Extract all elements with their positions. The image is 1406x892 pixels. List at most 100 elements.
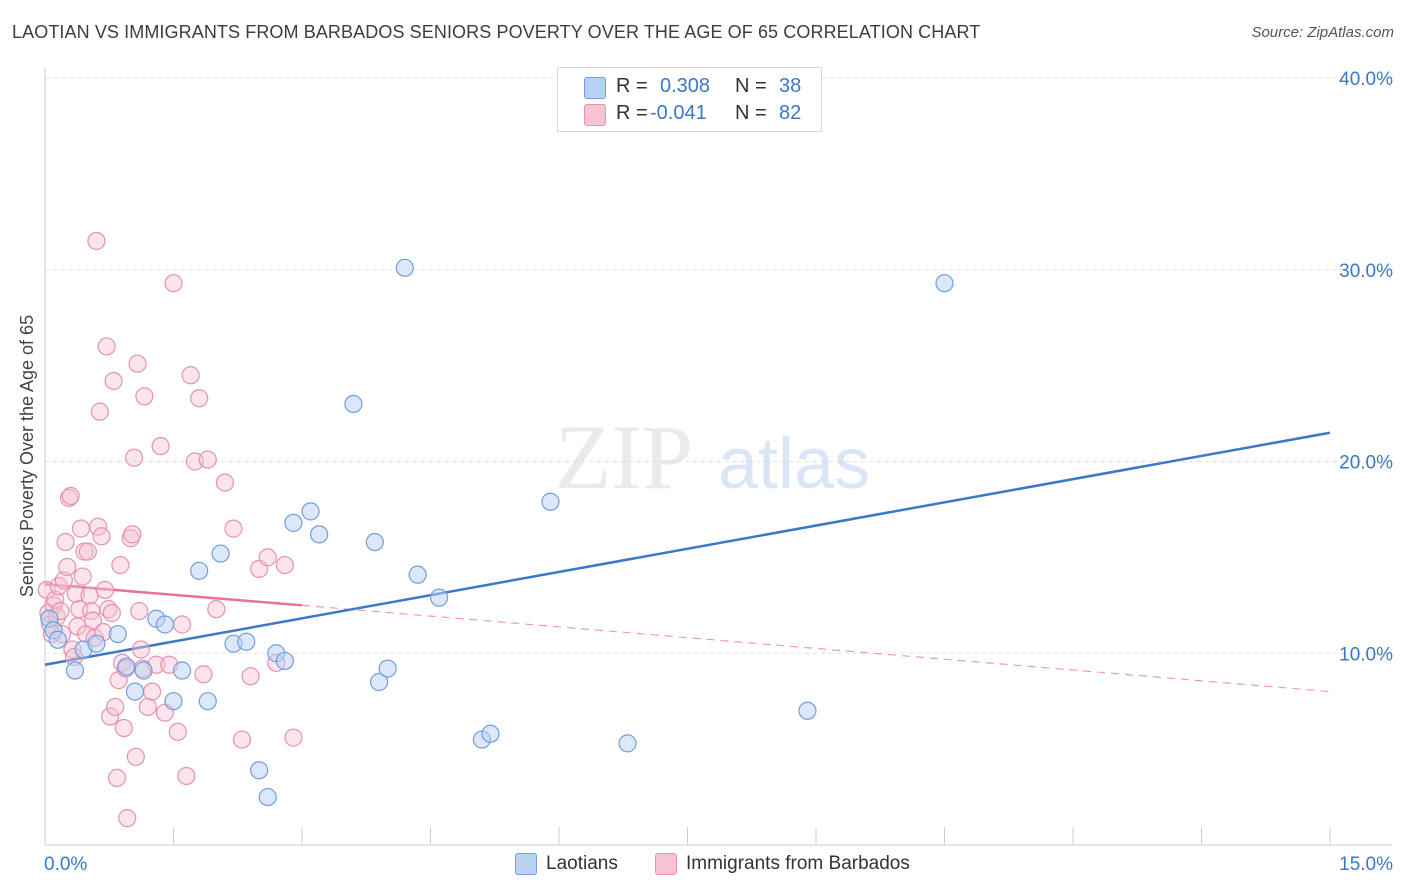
barbados-point — [92, 527, 111, 546]
barbados-point — [114, 718, 133, 738]
laotian-point — [164, 692, 183, 711]
watermark-atlas: atlas — [718, 424, 870, 504]
laotian-point — [258, 787, 277, 807]
barbados-point — [54, 571, 73, 590]
n-value: 82 — [779, 102, 802, 124]
barbados-point — [168, 722, 187, 741]
laotian-point — [250, 761, 269, 780]
barbados-point — [241, 667, 260, 686]
barbados-point — [87, 231, 106, 251]
laotian-point — [48, 630, 67, 649]
barbados-point — [215, 473, 234, 492]
barbados-point — [232, 730, 252, 749]
barbados-point — [124, 448, 144, 467]
barbados-point — [142, 682, 162, 701]
barbados-point — [131, 640, 151, 659]
y-tick-label: 10.0% — [1339, 644, 1393, 665]
barbados-point — [49, 577, 68, 596]
laotian-point — [172, 661, 192, 680]
laotian-point — [275, 651, 294, 671]
barbados-point — [104, 371, 123, 391]
gridlines — [45, 77, 1392, 654]
barbados-point — [97, 337, 116, 356]
watermark-zip: ZIP — [555, 406, 693, 508]
tick-labels: 10.0% 20.0% 30.0% 40.0% 0.0% 15.0% — [44, 69, 1393, 875]
laotian-point — [190, 561, 209, 580]
barbados-point — [106, 697, 125, 717]
legend-label: Immigrants from Barbados — [686, 853, 910, 874]
laotian-point — [408, 565, 427, 584]
laotian-point — [237, 632, 256, 651]
laotians-swatch — [584, 77, 606, 99]
barbados-point — [58, 557, 77, 577]
barbados-point — [198, 450, 217, 469]
laotians-swatch — [515, 853, 537, 875]
laotian-point — [370, 672, 389, 692]
barbados-point — [172, 615, 192, 634]
laotian-point — [378, 659, 397, 678]
barbados-point — [284, 728, 303, 747]
barbados-point — [56, 532, 75, 552]
laotian-point — [155, 615, 175, 634]
barbados-point — [164, 274, 183, 293]
laotian-point — [481, 724, 500, 743]
laotian-point — [365, 532, 384, 552]
laotian-point — [211, 544, 230, 563]
n-label: N = — [735, 75, 767, 97]
y-tick-label: 20.0% — [1339, 453, 1393, 474]
laotian-point — [87, 634, 106, 653]
barbados-swatch — [655, 853, 677, 875]
laotian-point — [65, 661, 85, 680]
laotian-point — [618, 734, 637, 753]
r-label: R = — [616, 75, 648, 97]
barbados-point — [78, 542, 97, 561]
barbados-point — [102, 603, 121, 623]
barbados-point — [73, 567, 92, 586]
barbados-point — [207, 600, 226, 619]
barbados-point — [66, 584, 85, 603]
laotian-point — [310, 525, 329, 544]
laotian-point — [395, 258, 414, 277]
barbados-point — [111, 555, 130, 575]
laotian-point — [541, 492, 560, 511]
barbados-point — [194, 665, 213, 684]
laotian-point — [117, 657, 136, 676]
barbados-trend-extension — [301, 604, 1331, 693]
laotian-point — [134, 661, 153, 680]
source-credit: Source: ZipAtlas.com — [1251, 24, 1394, 41]
barbados-point — [138, 697, 157, 717]
barbados-point — [224, 519, 243, 538]
laotian-point — [798, 701, 817, 720]
laotian-point — [429, 588, 449, 607]
barbados-point — [258, 548, 277, 567]
barbados-point — [71, 519, 91, 538]
data-points — [37, 231, 954, 828]
laotian-point — [284, 513, 303, 532]
laotian-trend-line — [44, 431, 1331, 666]
barbados-point — [190, 389, 209, 408]
correlation-legend: R = 0.308 N = 38 R = -0.041 N = 82 — [557, 67, 822, 132]
barbados-point — [128, 354, 147, 373]
r-value: 0.308 — [660, 75, 711, 97]
laotian-point — [125, 682, 145, 701]
laotian-point — [344, 394, 363, 414]
n-value: 38 — [779, 75, 802, 97]
legend-label: Laotians — [546, 853, 618, 874]
barbados-point — [275, 555, 294, 575]
barbados-point — [130, 601, 149, 621]
barbados-point — [126, 747, 145, 766]
y-tick-label: 40.0% — [1339, 69, 1393, 90]
barbados-point — [89, 517, 108, 536]
barbados-point — [95, 580, 115, 600]
barbados-point — [107, 768, 127, 787]
n-label: N = — [735, 102, 767, 124]
barbados-point — [101, 707, 120, 726]
barbados-swatch — [584, 104, 606, 126]
barbados-point — [177, 766, 196, 786]
barbados-point — [151, 437, 170, 456]
laotian-point — [198, 692, 217, 711]
barbados-point — [118, 809, 137, 828]
barbados-point — [135, 387, 154, 406]
barbados-point — [181, 366, 200, 385]
barbados-point — [90, 402, 109, 421]
